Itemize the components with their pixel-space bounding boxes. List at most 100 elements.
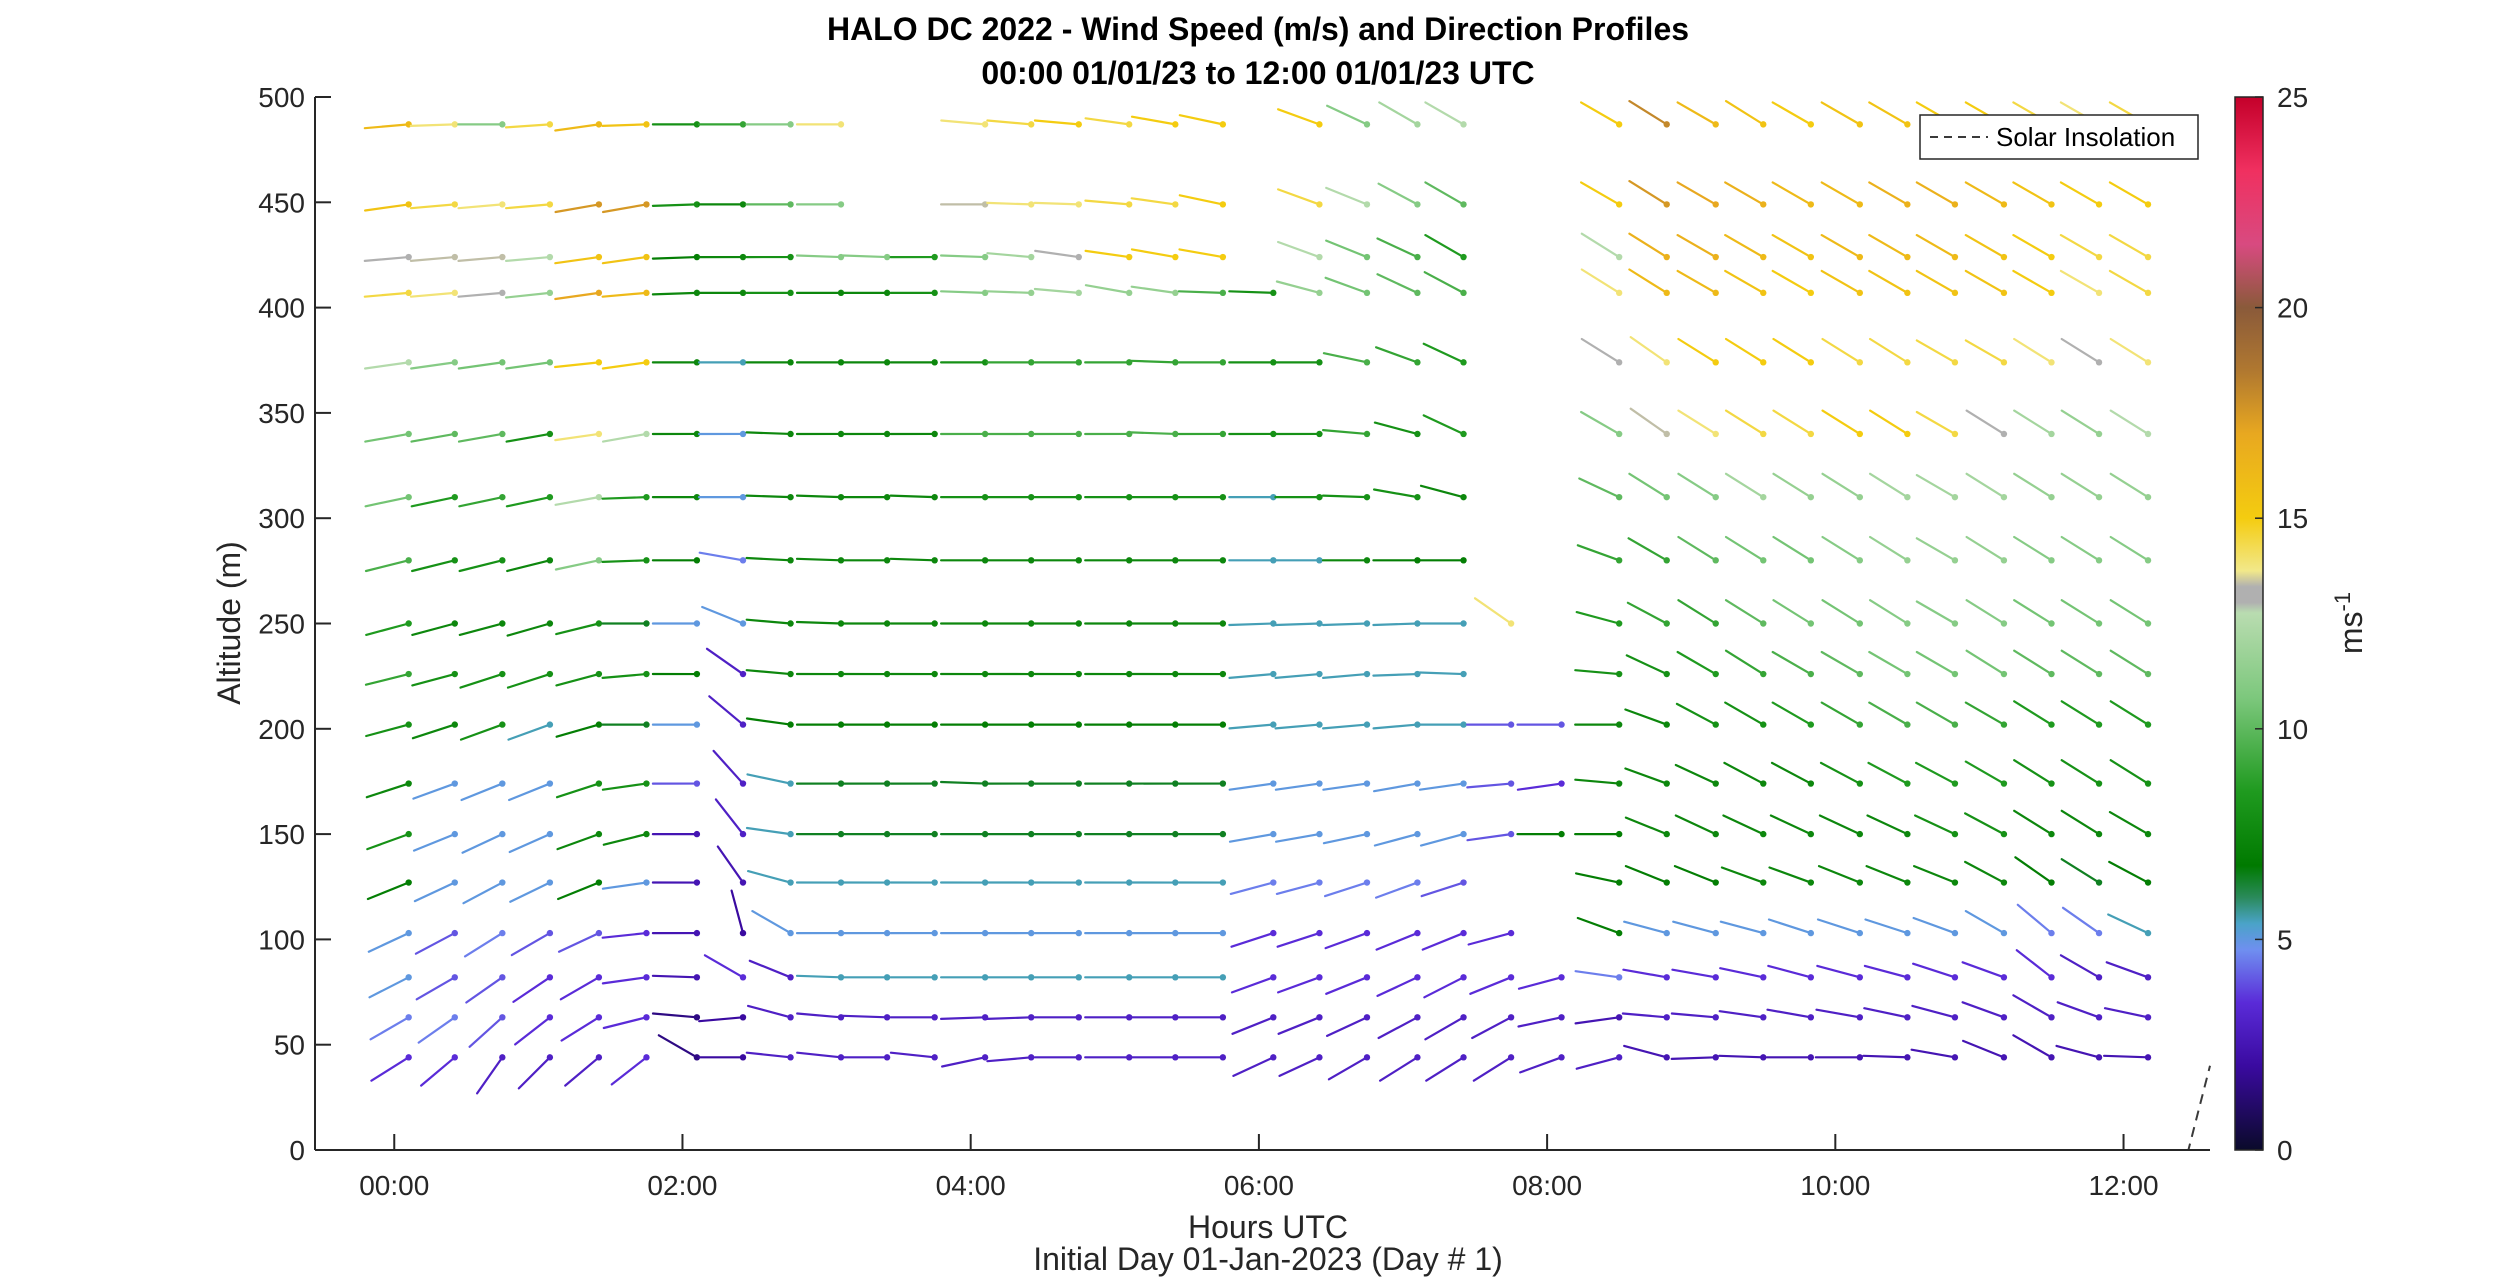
wind-vector-origin [451, 879, 458, 886]
wind-vector [1819, 761, 1861, 785]
wind-vector [1676, 650, 1717, 676]
wind-vector [1963, 812, 2006, 836]
wind-vector-origin [499, 929, 506, 937]
x-axis-label: Hours UTC [1188, 1209, 1348, 1245]
wind-vector-origin [451, 493, 458, 501]
wind-vector-origin [2048, 359, 2055, 366]
wind-vector [1084, 284, 1131, 294]
wind-vector [364, 361, 410, 370]
wind-vector-origin [643, 620, 650, 627]
wind-vector-origin [787, 830, 794, 838]
wind-vector-origin [405, 1054, 412, 1061]
wind-vector [986, 252, 1033, 259]
wind-vector [651, 291, 698, 296]
wind-vector-origin [1663, 121, 1670, 128]
wind-vector [1178, 248, 1224, 259]
wind-vector [1868, 701, 1909, 726]
wind-vector-origin [693, 721, 701, 728]
wind-vector-origin [1270, 557, 1277, 564]
wind-vector [365, 622, 410, 637]
wind-vector [2012, 1034, 2053, 1059]
wind-vector-origin [1219, 879, 1227, 886]
wind-vector [2105, 961, 2150, 979]
wind-vector-origin [405, 670, 412, 678]
wind-vector [559, 976, 600, 1001]
wind-vector-origin [1615, 121, 1623, 128]
wind-vector-origin [1460, 201, 1467, 208]
wind-vector [1424, 101, 1465, 126]
wind-vector [795, 494, 843, 499]
colorbar-tick-label: 5 [2277, 924, 2293, 955]
wind-vector [514, 1016, 551, 1046]
wind-vector-origin [1075, 359, 1082, 366]
wind-vector-origin [451, 780, 458, 787]
wind-vector-origin [1951, 670, 1959, 678]
wind-vector-origin [499, 879, 506, 886]
wind-vector-origin [1951, 253, 1959, 261]
wind-vector-origin [787, 670, 794, 678]
wind-vector-origin [1316, 620, 1323, 627]
wind-vector [1771, 181, 1812, 206]
wind-vector-origin [739, 721, 747, 728]
wind-vector-origin [1558, 780, 1565, 787]
wind-vector-origin [451, 1014, 458, 1021]
wind-vector-origin [643, 121, 650, 128]
wind-vector [1624, 864, 1668, 884]
wind-vector-origin [2095, 929, 2103, 937]
wind-vector [601, 203, 648, 214]
wind-vector [602, 1016, 648, 1030]
wind-vector-origin [1760, 1014, 1767, 1021]
wind-vector-origin [1075, 121, 1082, 128]
wind-vector [1961, 961, 2006, 979]
wind-vector-origin [1904, 780, 1911, 787]
wind-vector [1964, 269, 2006, 294]
wind-vector [1228, 622, 1275, 627]
x-tick-label: 10:00 [1800, 1170, 1870, 1201]
wind-vector [409, 255, 456, 262]
wind-vector [651, 203, 698, 207]
wind-vector [1868, 337, 1909, 364]
wind-vector-origin [1270, 493, 1277, 501]
wind-vector [1623, 1044, 1668, 1059]
wind-vector [651, 255, 698, 260]
wind-vector [363, 291, 410, 298]
wind-vector-origin [1270, 1014, 1277, 1021]
wind-vector-origin [1075, 780, 1082, 787]
wind-vector-origin [1712, 289, 1719, 297]
wind-vector-origin [546, 721, 554, 728]
wind-vector [1724, 599, 1765, 625]
wind-vector-origin [1028, 780, 1035, 787]
wind-vector [1621, 1012, 1668, 1019]
wind-vector-origin [1663, 830, 1670, 838]
wind-vector [841, 254, 889, 259]
wind-vector [2109, 599, 2150, 625]
wind-vector [1771, 101, 1812, 126]
wind-vector [1579, 410, 1621, 436]
wind-vector-origin [1219, 121, 1227, 128]
wind-vector [1964, 181, 2006, 206]
wind-vector [1422, 342, 1465, 364]
wind-vector [1130, 248, 1177, 259]
wind-vector-origin [1712, 201, 1719, 208]
wind-vector-origin [931, 253, 938, 261]
wind-vector [1580, 232, 1621, 259]
wind-vector [1274, 832, 1321, 843]
wind-vector [415, 976, 456, 1001]
wind-vector-origin [1615, 721, 1623, 728]
wind-vector [2013, 759, 2053, 785]
wind-vector-origin [1172, 1014, 1179, 1021]
wind-vector-origin [405, 1014, 412, 1021]
wind-vector-origin [1414, 430, 1421, 438]
chart-subtitle: 00:00 01/01/23 to 12:00 01/01/23 UTC [981, 55, 1534, 91]
wind-vector [1230, 931, 1275, 948]
wind-vector-origin [1363, 289, 1371, 297]
wind-vector-origin [931, 830, 938, 838]
wind-vector-origin [883, 879, 891, 886]
wind-vector-origin [1414, 289, 1421, 297]
wind-vector [1963, 860, 2006, 884]
wind-vector [1420, 881, 1465, 898]
wind-vector [554, 291, 600, 301]
wind-vector-origin [1507, 780, 1515, 787]
colorbar-tick-label: 25 [2277, 82, 2308, 113]
wind-vector [1576, 544, 1621, 562]
